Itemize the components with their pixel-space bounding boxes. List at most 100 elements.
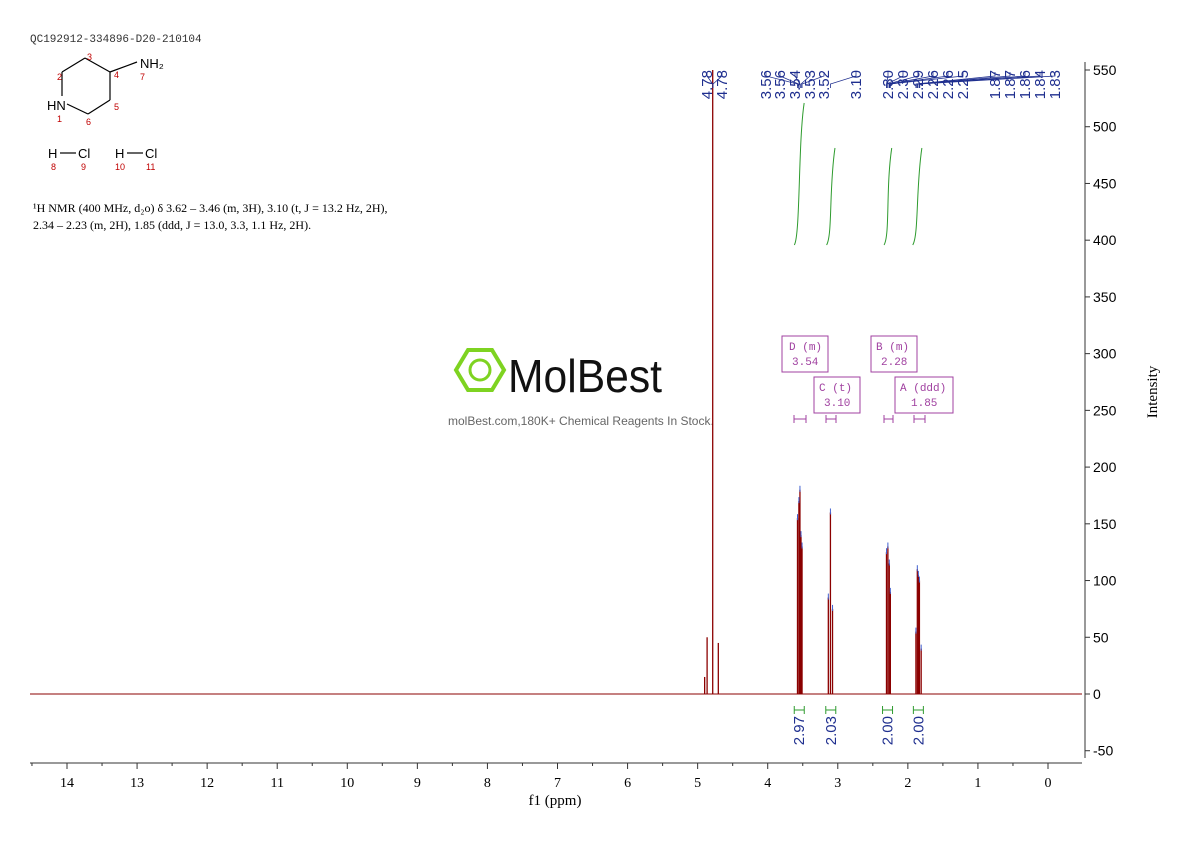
- nmr-description-line2: 2.34 – 2.23 (m, 2H), 1.85 (ddd, J = 13.0…: [33, 218, 311, 232]
- multiplet-box-A: A (ddd) 1.85: [894, 376, 954, 414]
- integral-curve: [793, 102, 805, 246]
- peak-label: 2.25: [955, 70, 972, 99]
- y-tick-label: 50: [1093, 629, 1109, 645]
- y-tick-label: 400: [1093, 232, 1117, 248]
- peak-connector: [916, 72, 1011, 88]
- peak-connector: [830, 72, 857, 88]
- integral-value: 2.97: [791, 716, 808, 745]
- peak-connector: [800, 72, 811, 88]
- x-tick-label: 8: [484, 776, 491, 791]
- peak-connector: [917, 72, 1026, 88]
- multiplet-title: C (t): [819, 383, 852, 395]
- peak-connector: [889, 72, 949, 88]
- spectrum-trace: [30, 70, 1082, 695]
- atom-number: 4: [114, 70, 119, 80]
- peak-label: 3.54: [787, 70, 804, 99]
- multiplet-shift: 1.85: [911, 398, 937, 410]
- atom-number: 6: [86, 117, 91, 127]
- atom-number: 8: [51, 162, 56, 172]
- integral-value: 2.00: [880, 716, 897, 745]
- atom-number: 1: [57, 114, 62, 124]
- atom-number: 11: [146, 162, 155, 172]
- multiplet-title: B (m): [876, 342, 909, 354]
- x-tick-label: 14: [60, 776, 74, 791]
- atom-numbers: 1 2 3 4 5 6 7: [57, 52, 145, 127]
- peak-label: 3.53: [802, 70, 819, 99]
- hcl-cl: Cl: [145, 146, 157, 161]
- multiplet-shift: 3.10: [824, 398, 850, 410]
- y-tick-label: 350: [1093, 289, 1117, 305]
- x-tick-label: 0: [1045, 776, 1052, 791]
- x-axis-label: f1 (ppm): [529, 793, 582, 809]
- x-tick-label: 9: [414, 776, 421, 791]
- atom-number: 3: [87, 52, 92, 62]
- peak-connector: [887, 72, 919, 88]
- x-tick-label: 6: [624, 776, 631, 791]
- x-tick-label: 10: [340, 776, 354, 791]
- hn-label: HN: [47, 98, 66, 113]
- atom-number: 10: [115, 162, 125, 172]
- integral-value: 2.00: [910, 716, 927, 745]
- peak-label-group: 4.784.78 3.563.563.543.533.52 3.10 2.302.30…: [699, 70, 1064, 99]
- hcl-2: H Cl 10 11: [115, 146, 157, 172]
- x-tick-label: 13: [130, 776, 144, 791]
- peak-connector: [915, 72, 996, 88]
- y-tick-label: -50: [1093, 743, 1113, 759]
- sample-id: QC192912-334896-D20-210104: [30, 34, 202, 46]
- molbest-logo-icon: [453, 348, 507, 392]
- x-tick-label: 12: [200, 776, 214, 791]
- peak-label: 4.78: [714, 70, 731, 99]
- multiplet-box-B: B (m) 2.28: [870, 335, 918, 373]
- integral-curve: [912, 147, 923, 246]
- x-tick-label: 11: [270, 776, 283, 791]
- hcl-h: H: [115, 146, 124, 161]
- atom-number: 2: [57, 72, 62, 82]
- peak-label: 1.83: [1047, 70, 1064, 99]
- multiplet-box-D: D (m) 3.54: [781, 335, 829, 373]
- peak-connector: [919, 72, 1056, 88]
- x-tick-label: 1: [974, 776, 981, 791]
- integral-label-group: 2.97 2.03 2.00 2.00: [791, 706, 927, 745]
- peak-connector: [765, 72, 798, 88]
- y-tick-label: 100: [1093, 573, 1117, 589]
- y-tick-label: 500: [1093, 119, 1117, 135]
- nh2-label: NH₂: [140, 56, 164, 71]
- atom-number: 9: [81, 162, 86, 172]
- y-tick-label: 200: [1093, 459, 1117, 475]
- integral-curve: [826, 147, 836, 246]
- peak-connector: [779, 72, 799, 88]
- multiplet-title: D (m): [789, 342, 822, 354]
- integral-curves: [793, 102, 923, 246]
- x-tick-label: 5: [694, 776, 701, 791]
- integral-curve: [883, 147, 893, 246]
- x-tick-label: 7: [554, 776, 561, 791]
- atom-number: 7: [140, 72, 145, 82]
- peak-label: 2.30: [895, 70, 912, 99]
- peak-connector: [889, 72, 964, 88]
- multiplet-shift: 3.54: [792, 357, 819, 369]
- peak-connector: [918, 72, 1041, 88]
- peak-label: 3.56: [772, 70, 789, 99]
- axes: 14 13 12 11 10 9 8 7 6 5 4 3 2 1 0-5005010015020025030…: [30, 62, 1117, 791]
- y-tick-label: 450: [1093, 175, 1117, 191]
- y-axis-label: Intensity: [1145, 365, 1161, 418]
- watermark-tagline: molBest.com,180K+ Chemical Reagents In S…: [448, 414, 714, 428]
- y-tick-label: 300: [1093, 346, 1117, 362]
- atom-number: 5: [114, 102, 119, 112]
- multiplet-title: A (ddd): [900, 383, 946, 395]
- y-tick-label: 550: [1093, 62, 1117, 78]
- molecule-structure: [61, 57, 138, 115]
- peak-connector: [794, 72, 801, 88]
- hcl-h: H: [48, 146, 57, 161]
- peak-connector: [801, 72, 825, 88]
- peak-label: 4.78: [699, 70, 716, 99]
- multiplet-shift: 2.28: [881, 357, 907, 369]
- integral-value: 2.03: [823, 716, 840, 745]
- peak-connector: [712, 72, 723, 88]
- watermark-brand: MolBest: [508, 350, 662, 402]
- multiplet-box-C: C (t) 3.10: [813, 376, 861, 414]
- hcl-1: H Cl 8 9: [48, 146, 90, 172]
- peak-label: 2.30: [880, 70, 897, 99]
